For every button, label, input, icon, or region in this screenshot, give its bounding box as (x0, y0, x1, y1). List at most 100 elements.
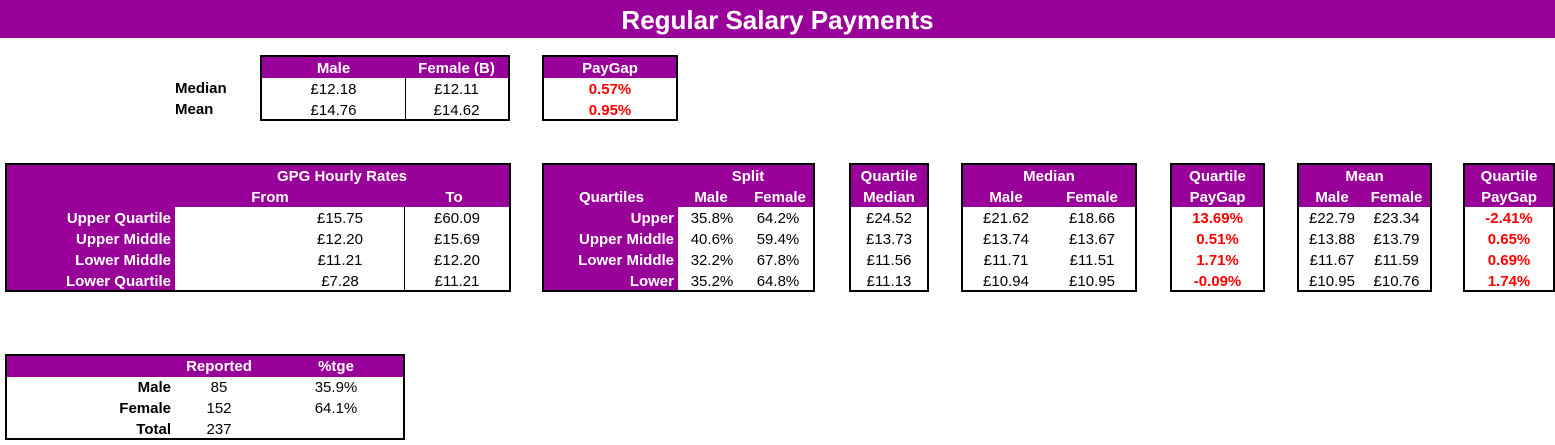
median-paygap-table: Quartile PayGap 13.69% 0.51% 1.71% -0.09… (1170, 163, 1265, 292)
quartile-median-table: Quartile Median £24.52 £13.73 £11.56 £11… (849, 163, 929, 292)
mean-female-value: £10.76 (1373, 273, 1420, 290)
median-paygap-value: 13.69% (1192, 210, 1243, 227)
gpg-from-value: £11.21 (317, 252, 363, 269)
mean-paygap-value: 1.74% (1487, 273, 1531, 290)
gpg-title: GPG Hourly Rates (276, 168, 408, 185)
reported-count: 237 (206, 421, 232, 438)
summary-divider (405, 78, 406, 119)
gpg-to-value: £15.69 (434, 231, 480, 248)
quartile-median-value: £13.73 (866, 231, 912, 248)
reported-table: Reported %tge Male Female Total 85 152 2… (5, 354, 405, 440)
gpg-divider (404, 207, 405, 290)
summary-row-label-median: Median (175, 80, 227, 97)
split-row-label: Upper (630, 210, 674, 227)
split-female-value: 67.8% (756, 252, 800, 269)
summary-table: Male Female (B) £12.18 £12.11 £14.76 £14… (260, 55, 510, 121)
mean-paygap-table: Quartile PayGap -2.41% 0.65% 0.69% 1.74% (1463, 163, 1555, 292)
gpg-to-value: £11.21 (434, 273, 480, 290)
split-female-value: 64.2% (756, 210, 800, 227)
gpg-row-label: Upper Middle (75, 231, 171, 248)
summary-median-female: £12.11 (434, 81, 479, 98)
mean-title: Mean (1345, 168, 1384, 185)
summary-paygap-table: PayGap 0.57% 0.95% (542, 55, 678, 121)
gpg-from-value: £12.20 (317, 231, 363, 248)
quartile-median-header1: Quartile (860, 168, 918, 185)
split-male-value: 32.2% (690, 252, 734, 269)
summary-mean-female: £14.62 (433, 102, 480, 119)
quartile-median-value: £11.13 (866, 273, 912, 290)
gpg-label-column (7, 207, 175, 290)
split-col-quartiles: Quartiles (578, 189, 645, 206)
summary-mean-paygap: 0.95% (588, 102, 632, 119)
median-male-value: £21.62 (983, 210, 1029, 227)
split-female-value: 59.4% (756, 231, 800, 248)
gpg-table: GPG Hourly Rates From To Upper Quartile … (5, 163, 511, 292)
mean-paygap-value: -2.41% (1485, 210, 1533, 227)
mean-paygap-header2: PayGap (1481, 189, 1537, 206)
median-male-value: £10.94 (983, 273, 1029, 290)
gpg-header-band (7, 165, 509, 207)
split-row-label: Lower Middle (578, 252, 674, 269)
median-male-value: £11.71 (983, 252, 1029, 269)
summary-header (262, 57, 508, 78)
median-title: Median (1023, 168, 1075, 185)
reported-header-band (7, 356, 403, 377)
split-row-label: Lower (629, 273, 674, 290)
mean-paygap-header-band (1465, 165, 1553, 207)
mean-table: Mean Male Female £22.79 £13.88 £11.67 £1… (1297, 163, 1432, 292)
median-col-female: Female (1066, 189, 1118, 206)
page-title: Regular Salary Payments (0, 0, 1555, 38)
median-paygap-value: 1.71% (1196, 252, 1239, 269)
summary-col-paygap: PayGap (582, 60, 638, 77)
median-female-value: £13.67 (1069, 231, 1115, 248)
summary-row-label-mean: Mean (175, 101, 214, 118)
mean-female-value: £11.59 (1374, 252, 1419, 269)
split-label-column (544, 207, 678, 290)
mean-col-male: Male (1315, 189, 1349, 206)
median-female-value: £11.51 (1069, 252, 1115, 269)
reported-count: 152 (206, 400, 232, 417)
split-col-female: Female (754, 189, 806, 206)
mean-male-value: £10.95 (1309, 273, 1355, 290)
mean-paygap-value: 0.65% (1487, 231, 1531, 248)
summary-median-male: £12.18 (310, 81, 357, 98)
reported-row-label: Male (137, 379, 171, 396)
split-header-band (544, 165, 813, 207)
mean-male-value: £22.79 (1309, 210, 1355, 227)
gpg-from-value: £15.75 (317, 210, 363, 227)
reported-pct: 35.9% (314, 379, 358, 396)
mean-col-female: Female (1370, 189, 1423, 206)
split-male-value: 35.2% (690, 273, 734, 290)
median-table: Median Male Female £21.62 £13.74 £11.71 … (961, 163, 1137, 292)
summary-col-female: Female (B) (418, 60, 495, 77)
median-paygap-header2: PayGap (1189, 189, 1246, 206)
reported-col-reported: Reported (186, 358, 252, 375)
gpg-row-label: Lower Middle (75, 252, 171, 269)
gpg-from-value: £7.28 (321, 273, 359, 290)
quartile-median-value: £24.52 (866, 210, 912, 227)
mean-paygap-value: 0.69% (1487, 252, 1531, 269)
gpg-to-value: £60.09 (434, 210, 480, 227)
mean-female-value: £23.34 (1373, 210, 1420, 227)
median-female-value: £10.95 (1069, 273, 1115, 290)
median-male-value: £13.74 (983, 231, 1029, 248)
median-col-male: Male (989, 189, 1023, 206)
median-paygap-value: 0.51% (1196, 231, 1239, 248)
split-table: Split Quartiles Male Female Upper Upper … (542, 163, 815, 292)
median-female-value: £18.66 (1069, 210, 1115, 227)
quartile-median-header-band (851, 165, 927, 207)
quartile-median-value: £11.56 (866, 252, 912, 269)
mean-female-value: £13.79 (1373, 231, 1420, 248)
split-female-value: 64.8% (756, 273, 800, 290)
mean-male-value: £11.67 (1309, 252, 1355, 269)
split-title: Split (731, 168, 765, 185)
split-male-value: 35.8% (690, 210, 734, 227)
reported-row-label: Female (119, 400, 171, 417)
gpg-to-value: £12.20 (434, 252, 480, 269)
split-male-value: 40.6% (690, 231, 734, 248)
gpg-col-to: To (445, 189, 463, 206)
reported-pct: 64.1% (314, 400, 358, 417)
reported-col-pct: %tge (318, 358, 354, 375)
summary-col-male: Male (316, 60, 351, 77)
reported-row-label: Total (136, 421, 171, 438)
